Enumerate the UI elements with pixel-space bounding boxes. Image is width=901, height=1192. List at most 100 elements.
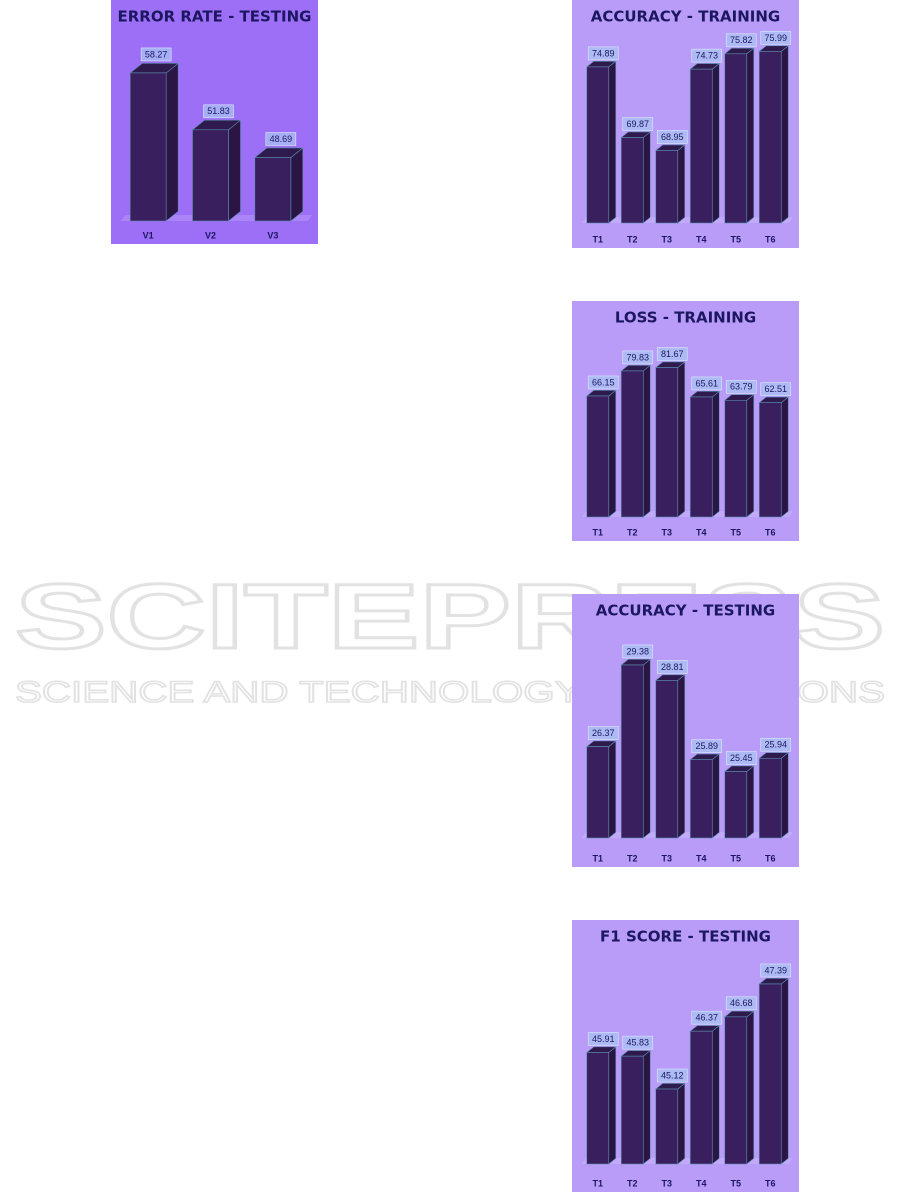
chart-title: ACCURACY - TRAINING: [591, 8, 780, 26]
bar: [758, 51, 782, 224]
x-tick-label: T6: [765, 853, 776, 863]
bar: [689, 396, 713, 518]
x-tick-label: T6: [765, 527, 776, 537]
value-label: 28.81: [661, 662, 684, 672]
bar-side: [780, 45, 789, 224]
value-label: 25.45: [730, 753, 753, 763]
value-label: 29.38: [626, 646, 649, 656]
value-label-box: [656, 347, 688, 361]
bar: [620, 664, 644, 839]
bar-side: [746, 394, 755, 518]
bar-side: [746, 47, 755, 224]
value-label-box: [622, 350, 654, 365]
bar-side: [642, 131, 651, 224]
bar-side: [290, 147, 304, 222]
value-label-box: [656, 1068, 688, 1083]
value-label: 58.27: [145, 49, 168, 59]
value-label: 48.69: [270, 134, 293, 144]
x-tick-label: T6: [765, 1178, 776, 1188]
x-tick-label: T6: [765, 234, 776, 244]
bar: [586, 66, 610, 224]
bar-side: [780, 752, 789, 839]
x-tick-label: T2: [627, 527, 638, 537]
value-label-box: [691, 48, 723, 63]
value-label: 25.89: [695, 741, 718, 751]
value-label: 47.39: [764, 965, 787, 975]
value-label: 65.61: [695, 378, 718, 388]
value-label-box: [656, 660, 688, 674]
value-label: 46.68: [730, 998, 753, 1008]
bar: [758, 983, 782, 1165]
value-label-box: [203, 104, 234, 119]
bar-side: [608, 389, 617, 518]
bar-side: [228, 119, 241, 222]
bar: [586, 1052, 610, 1165]
bar-side: [711, 390, 720, 518]
value-label-box: [725, 33, 757, 48]
chart: ACCURACY - TESTING 26.37 T1 29.38 T2 28.81 T3 2…: [572, 594, 799, 867]
x-tick-label: T5: [730, 853, 741, 863]
bar: [655, 1088, 679, 1165]
value-label-box: [725, 996, 757, 1011]
bar: [724, 771, 748, 839]
value-label-box: [265, 132, 297, 146]
x-tick-label: T4: [696, 853, 707, 863]
bar: [655, 150, 679, 224]
value-label-box: [760, 31, 792, 45]
bar: [192, 129, 229, 222]
bar-side: [677, 361, 686, 518]
value-label: 46.37: [695, 1013, 718, 1023]
value-label: 26.37: [592, 728, 615, 738]
x-tick-label: V2: [205, 230, 216, 240]
x-tick-label: T2: [627, 853, 638, 863]
x-tick-label: V3: [267, 230, 278, 240]
value-label: 66.15: [592, 377, 615, 387]
value-label-box: [691, 1010, 723, 1025]
chart: ERROR RATE - TESTING 58.27 V1 51.83 V2 48.69 V…: [111, 0, 318, 244]
value-label: 74.89: [592, 48, 615, 58]
x-tick-label: T5: [730, 1178, 741, 1188]
bar-side: [711, 62, 720, 224]
x-tick-label: T1: [592, 527, 603, 537]
bar: [724, 399, 748, 518]
bar: [620, 137, 644, 224]
bar: [254, 157, 292, 222]
x-tick-label: T2: [627, 1178, 638, 1188]
bar-side: [677, 144, 686, 224]
bar-side: [780, 977, 789, 1165]
x-tick-label: T4: [696, 234, 707, 244]
value-label-box: [760, 737, 792, 752]
bar-side: [642, 1049, 651, 1165]
value-label-box: [622, 644, 654, 659]
value-label-box: [656, 130, 688, 144]
chart: F1 SCORE - TESTING 45.91 T1 45.83 T2 45.12 T3 4…: [572, 920, 799, 1192]
value-label-box: [587, 375, 619, 390]
x-tick-label: T1: [592, 1178, 603, 1188]
x-tick-label: T2: [627, 234, 638, 244]
bar-side: [608, 740, 617, 839]
chart-title: F1 SCORE - TESTING: [600, 928, 771, 946]
bar-side: [165, 62, 179, 222]
chart-title: LOSS - TRAINING: [615, 309, 756, 327]
value-label: 45.12: [661, 1070, 684, 1080]
bar-side: [642, 364, 651, 518]
value-label: 63.79: [730, 382, 753, 392]
bar-side: [608, 60, 617, 224]
value-label-box: [760, 382, 792, 396]
bar-side: [780, 396, 789, 518]
value-label: 62.51: [764, 384, 787, 394]
bar-side: [746, 765, 755, 839]
bar: [620, 370, 644, 518]
value-label: 75.99: [764, 33, 787, 43]
x-tick-label: T3: [661, 527, 672, 537]
value-label: 74.73: [695, 51, 718, 61]
value-label: 45.83: [626, 1038, 649, 1048]
chart-title: ERROR RATE - TESTING: [118, 8, 312, 26]
bar-side: [642, 658, 651, 839]
bar: [655, 367, 679, 518]
value-label-box: [760, 963, 792, 978]
value-label-box: [587, 46, 619, 61]
chart: LOSS - TRAINING 66.15 T1 79.83 T2 81.67 T3 65.6…: [572, 301, 799, 541]
bar-side: [677, 674, 686, 839]
x-tick-label: T4: [696, 527, 707, 537]
